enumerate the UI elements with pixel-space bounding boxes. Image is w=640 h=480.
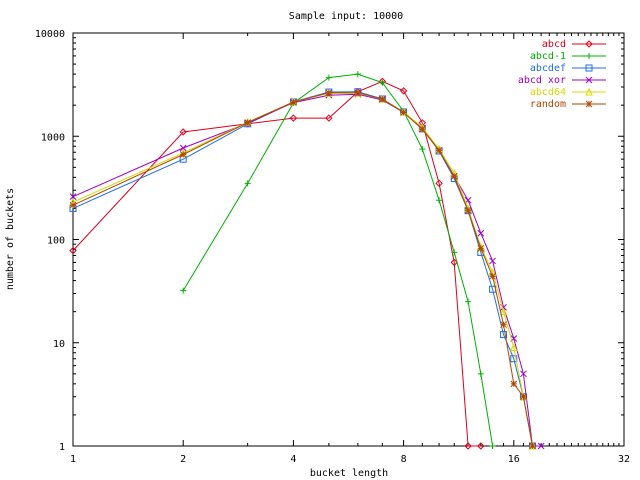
data-point — [477, 229, 485, 237]
data-point — [69, 246, 77, 255]
data-point — [450, 172, 458, 180]
series-line — [72, 92, 533, 447]
data-point — [510, 355, 518, 363]
y-tick-label: 10000 — [35, 29, 65, 40]
x-axis-label: bucket length — [310, 468, 388, 479]
data-point — [435, 179, 443, 188]
data-point — [477, 370, 484, 377]
data-point — [537, 442, 545, 450]
y-tick-label: 10 — [53, 339, 65, 350]
y-tick-label: 100 — [47, 236, 65, 247]
x-tick-label: 4 — [290, 454, 296, 465]
data-point — [69, 201, 77, 209]
axis-tick-labels: 1 2 4 8 16 32 1 10 100 1000 10000 — [35, 29, 630, 465]
data-point — [520, 393, 527, 401]
legend-label: abcdef — [530, 63, 566, 74]
y-tick-label: 1 — [59, 442, 65, 453]
series-abcd-xor — [69, 90, 545, 450]
x-tick-label: 1 — [70, 454, 76, 465]
data-point — [379, 79, 386, 86]
data-point — [179, 144, 187, 152]
x-tick-label: 8 — [401, 454, 407, 465]
data-point — [418, 125, 426, 133]
axis-ticks — [72, 32, 625, 447]
legend-label: random — [530, 99, 566, 110]
series-abcd64 — [69, 89, 537, 450]
y-axis-label: number of buckets — [5, 188, 16, 290]
legend-label: abcd64 — [530, 87, 566, 98]
data-point — [520, 370, 527, 378]
data-point — [244, 119, 252, 126]
data-point — [419, 146, 426, 153]
legend-marker — [585, 64, 593, 72]
data-point — [477, 442, 485, 450]
x-tick-label: 16 — [508, 454, 520, 465]
data-point — [509, 343, 518, 351]
data-point — [399, 87, 408, 95]
data-point — [325, 114, 333, 122]
series-abcd-1 — [180, 71, 496, 449]
data-point — [451, 249, 458, 256]
chart-title: Sample input: 10000 — [289, 11, 403, 22]
data-point — [500, 321, 507, 328]
data-point — [290, 98, 297, 106]
data-point — [180, 287, 187, 294]
legend-label: abcd-1 — [530, 51, 566, 62]
series-line — [72, 91, 533, 447]
legend-marker — [585, 76, 593, 84]
x-tick-label: 32 — [618, 454, 630, 465]
legend-label: abcd — [542, 39, 566, 50]
series-layer — [69, 71, 545, 450]
legend-marker — [585, 40, 593, 48]
y-tick-label: 1000 — [41, 132, 65, 143]
data-point — [400, 109, 407, 116]
data-point — [489, 272, 496, 280]
x-tick-label: 2 — [180, 454, 186, 465]
legend-marker — [585, 87, 593, 96]
data-point — [489, 443, 496, 449]
data-point — [529, 442, 536, 450]
series-line — [72, 93, 542, 447]
legend-marker — [586, 53, 592, 59]
series-abcdef — [69, 88, 537, 450]
series-line — [72, 80, 481, 447]
legend-marker — [585, 100, 593, 108]
data-point — [244, 180, 251, 187]
data-point — [510, 380, 518, 388]
data-point — [69, 193, 77, 201]
data-point — [354, 71, 361, 78]
data-point — [179, 151, 187, 158]
data-point — [436, 197, 443, 204]
data-point — [499, 307, 508, 316]
series-random — [69, 89, 536, 450]
series-abcd — [69, 77, 485, 450]
data-point — [500, 331, 508, 339]
data-point — [435, 147, 443, 154]
data-point — [465, 298, 472, 305]
data-point — [464, 442, 472, 450]
data-point — [289, 114, 298, 122]
data-point — [325, 74, 332, 81]
data-point — [464, 207, 472, 215]
data-point — [379, 95, 386, 103]
series-line — [72, 92, 533, 447]
legend-label: abcd xor — [518, 75, 566, 86]
data-point — [325, 89, 333, 97]
data-point — [354, 89, 362, 97]
data-point — [489, 257, 496, 265]
data-point — [477, 245, 485, 252]
data-point — [179, 128, 187, 136]
